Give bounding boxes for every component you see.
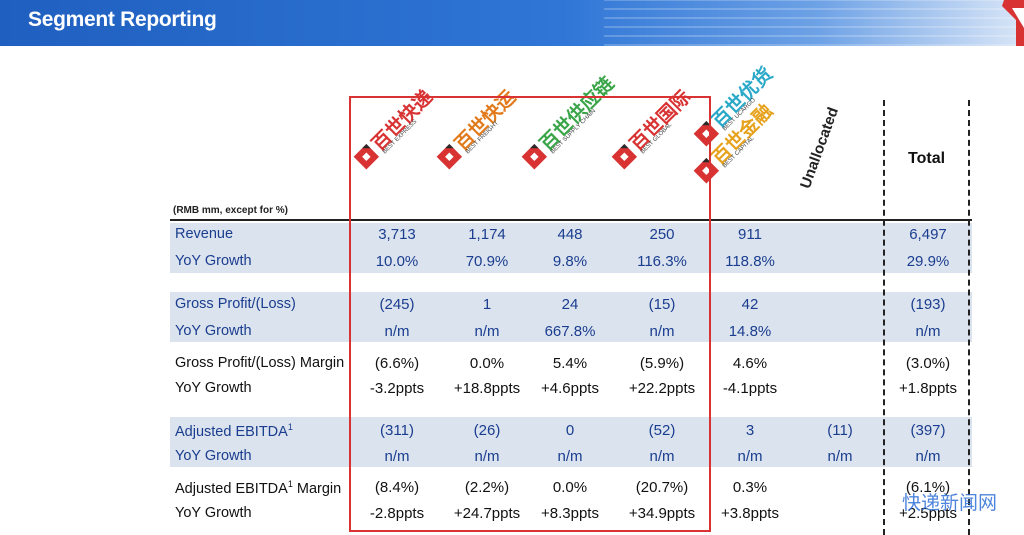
table-cell: (5.9%) <box>639 355 685 372</box>
table-cell: (52) <box>648 422 676 439</box>
best-mark-icon <box>693 121 720 147</box>
header-divider <box>170 219 972 221</box>
dashed-divider-left <box>883 100 885 535</box>
header-total: Total <box>908 150 946 167</box>
table-cell: n/m <box>474 448 500 465</box>
table-cell: +2.5ppts <box>899 505 957 522</box>
table-cell: (11) <box>827 422 853 439</box>
row-label: YoY Growth <box>175 253 252 269</box>
table-cell: 14.8% <box>728 323 772 340</box>
table-cell: 70.9% <box>465 253 509 270</box>
table-cell: (6.6%) <box>374 355 420 372</box>
table-cell: 1,174 <box>468 226 506 243</box>
table-cell: (193) <box>910 296 946 313</box>
table-cell: (3.0%) <box>905 355 951 372</box>
best-mark-icon <box>436 144 463 170</box>
table-cell: 29.9% <box>906 253 950 270</box>
table-cell: +24.7ppts <box>453 505 521 522</box>
core-segments-highlight <box>349 96 711 532</box>
best-mark-icon <box>693 158 720 184</box>
best-logo-icon <box>1002 0 1024 46</box>
table-cell: (8.4%) <box>374 479 420 496</box>
table-cell: +34.9ppts <box>628 505 696 522</box>
table-cell: 0.0% <box>469 355 505 372</box>
best-mark-icon <box>611 144 638 170</box>
table-cell: -4.1ppts <box>722 380 778 397</box>
segment-logo-4: 百世国际 BEST GLOBAL <box>602 86 695 178</box>
table-cell: (26) <box>473 422 501 439</box>
table-cell: (245) <box>379 296 415 313</box>
table-cell: +1.8ppts <box>899 380 957 397</box>
segment-logo-1: 百世快递 BEST EXPRESS <box>344 86 437 178</box>
row-band-gross-profit <box>170 292 972 342</box>
table-cell: n/m <box>915 323 941 340</box>
table-cell: 4.6% <box>732 355 768 372</box>
table-cell: +22.2ppts <box>628 380 696 397</box>
row-label: Gross Profit/(Loss) Margin <box>175 355 345 371</box>
table-cell: -3.2ppts <box>369 380 425 397</box>
row-label: YoY Growth <box>175 448 252 464</box>
page-title: Segment Reporting <box>28 8 217 31</box>
table-cell: +3.8ppts <box>721 505 779 522</box>
table-cell: 9.8% <box>552 253 588 270</box>
banner-decoration <box>604 0 1024 46</box>
table-cell: 6,497 <box>909 226 947 243</box>
watermark: 快递新闻网 <box>902 493 998 514</box>
row-label: Revenue <box>175 226 234 242</box>
header-unallocated: Unallocated <box>797 105 843 191</box>
table-cell: 118.8% <box>725 253 775 270</box>
table-cell: 5.4% <box>552 355 588 372</box>
table-cell: 42 <box>741 296 759 313</box>
header-banner: Segment Reporting <box>0 0 1024 46</box>
table-cell: n/m <box>474 323 500 340</box>
best-mark-icon <box>353 144 380 170</box>
table-cell: (2.2%) <box>464 479 510 496</box>
segment-logo-3: 百世供应链 BEST SUPPLY CHAIN <box>512 73 618 178</box>
table-cell: 0 <box>565 422 575 439</box>
row-band-ebitda <box>170 417 972 467</box>
table-cell: n/m <box>649 448 675 465</box>
row-label: Gross Profit/(Loss) <box>175 296 296 312</box>
table-cell: 3 <box>745 422 755 439</box>
table-cell: n/m <box>649 323 675 340</box>
dashed-divider-right <box>968 100 970 535</box>
table-cell: 448 <box>557 226 583 243</box>
row-label: YoY Growth <box>175 380 252 396</box>
table-cell: n/m <box>915 448 941 465</box>
segment-logo-5: 百世优货 BEST UCARGO <box>684 63 777 155</box>
table-cell: 250 <box>649 226 675 243</box>
table-cell: +18.8ppts <box>453 380 521 397</box>
table-cell: 911 <box>738 226 762 243</box>
table-cell: -2.8ppts <box>369 505 425 522</box>
table-cell: n/m <box>384 448 410 465</box>
table-cell: 0.3% <box>732 479 768 496</box>
table-cell: (311) <box>380 422 414 439</box>
table-cell: (20.7%) <box>635 479 689 496</box>
table-cell: (15) <box>648 296 676 313</box>
segment-logo-6: 百世金融 BEST CAPITAL <box>684 100 777 192</box>
row-label: Adjusted EBITDA1 <box>175 422 293 440</box>
unit-note: (RMB mm, except for %) <box>173 205 289 216</box>
table-cell: +8.3ppts <box>541 505 599 522</box>
table-cell: n/m <box>384 323 410 340</box>
table-cell: n/m <box>557 448 583 465</box>
table-cell: +4.6ppts <box>541 380 599 397</box>
table-cell: 1 <box>482 296 492 313</box>
table-cell: 667.8% <box>544 323 596 340</box>
table-cell: 24 <box>561 296 579 313</box>
row-label: YoY Growth <box>175 505 252 521</box>
row-label: Adjusted EBITDA1 Margin <box>175 479 342 497</box>
table-cell: 3,713 <box>378 226 416 243</box>
table-cell: (6.1%) <box>905 479 951 496</box>
segment-logo-2: 百世快运 BEST FREIGHT <box>427 86 520 178</box>
table-cell: n/m <box>737 448 763 465</box>
row-label: YoY Growth <box>175 323 252 339</box>
table-cell: 10.0% <box>375 253 419 270</box>
table-cell: (397) <box>910 422 946 439</box>
table-cell: 0.0% <box>552 479 588 496</box>
best-mark-icon <box>521 144 548 170</box>
table-cell: n/m <box>827 448 853 465</box>
row-band-revenue <box>170 223 972 273</box>
table-cell: 116.3% <box>637 253 687 270</box>
